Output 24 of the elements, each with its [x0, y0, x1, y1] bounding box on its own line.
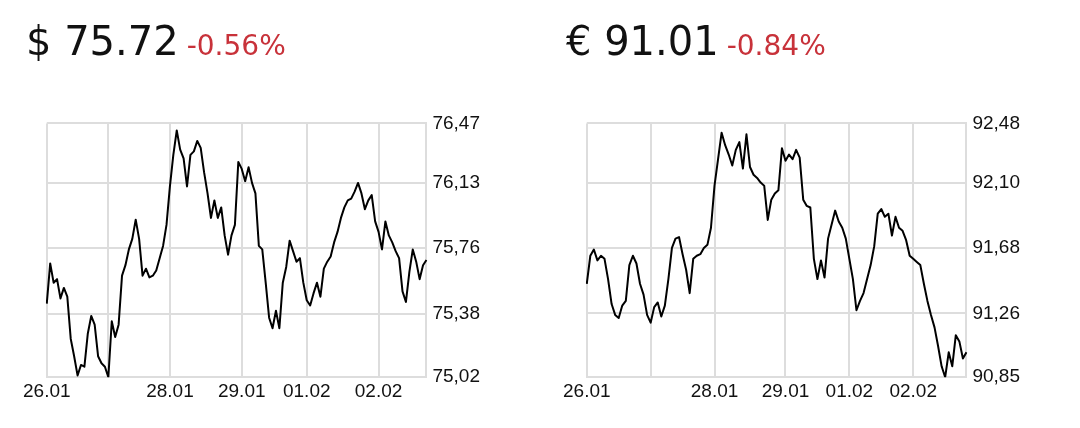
y-tick-label: 90,85	[972, 365, 1020, 387]
y-tick-label: 75,02	[432, 365, 480, 387]
y-tick-label: 75,38	[432, 302, 480, 324]
y-tick-label: 75,76	[432, 235, 480, 257]
chart-title: € 91.01	[566, 18, 719, 64]
x-tick-label: 28.01	[690, 379, 739, 401]
x-tick-label: 28.01	[146, 379, 194, 401]
x-tick-label: 26.01	[563, 379, 611, 401]
x-tick-label: 29.01	[217, 379, 266, 401]
y-tick-label: 91,68	[972, 236, 1020, 258]
y-tick-label: 92,10	[972, 170, 1020, 192]
x-tick-label: 29.01	[761, 379, 810, 401]
x-tick-label: 01.02	[825, 379, 874, 401]
x-tick-label: 26.01	[23, 379, 71, 401]
chart-subtitle: -0.84%	[726, 29, 826, 62]
chart-title: $ 75.72	[26, 18, 179, 64]
y-tick-label: 92,48	[972, 111, 1020, 133]
y-tick-label: 76,47	[432, 111, 480, 133]
x-tick-label: 02.02	[354, 379, 403, 401]
y-tick-label: 91,26	[972, 301, 1020, 323]
x-tick-label: 02.02	[889, 379, 937, 401]
x-tick-label: 01.02	[282, 379, 331, 401]
y-tick-label: 76,13	[432, 171, 480, 193]
chart-subtitle: -0.56%	[186, 29, 286, 62]
